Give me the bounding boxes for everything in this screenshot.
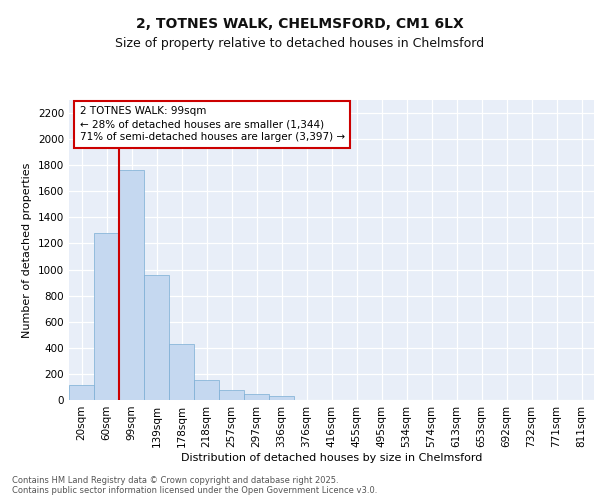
Bar: [94, 233, 119, 400]
Text: Size of property relative to detached houses in Chelmsford: Size of property relative to detached ho…: [115, 38, 485, 51]
Bar: [269, 396, 294, 400]
Bar: [244, 394, 269, 400]
Text: 2 TOTNES WALK: 99sqm
← 28% of detached houses are smaller (1,344)
71% of semi-de: 2 TOTNES WALK: 99sqm ← 28% of detached h…: [79, 106, 344, 142]
Bar: [119, 170, 144, 400]
Y-axis label: Number of detached properties: Number of detached properties: [22, 162, 32, 338]
Text: 2, TOTNES WALK, CHELMSFORD, CM1 6LX: 2, TOTNES WALK, CHELMSFORD, CM1 6LX: [136, 18, 464, 32]
X-axis label: Distribution of detached houses by size in Chelmsford: Distribution of detached houses by size …: [181, 452, 482, 462]
Bar: [194, 380, 219, 400]
Bar: [144, 275, 169, 400]
Bar: [219, 390, 244, 400]
Text: Contains HM Land Registry data © Crown copyright and database right 2025.
Contai: Contains HM Land Registry data © Crown c…: [12, 476, 377, 495]
Bar: [169, 344, 194, 400]
Bar: [69, 385, 94, 400]
